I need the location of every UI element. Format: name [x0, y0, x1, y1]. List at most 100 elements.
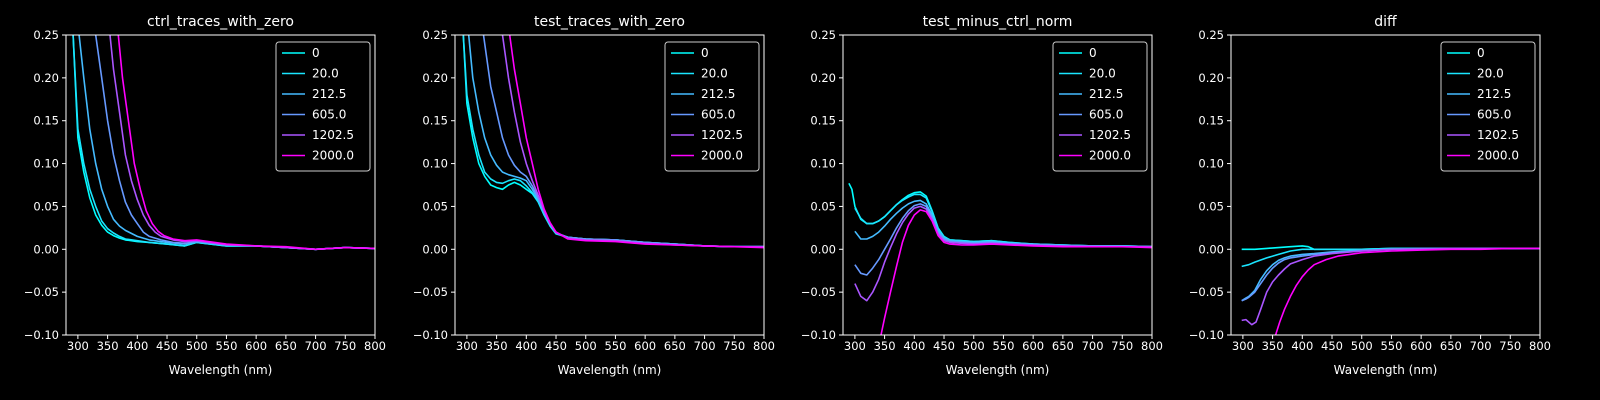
- y-tick-label: 0.10: [1198, 157, 1224, 171]
- legend: 0 20.0 212.5 605.0 1202.5 2000.0: [275, 41, 371, 172]
- chart-panel-test-traces-with-zero: 300 350 400 450 500 550 600 650 700 750 800 −0.10 −0…: [413, 14, 775, 377]
- legend-label: 605.0: [1089, 108, 1123, 122]
- x-tick-label: 300: [844, 339, 866, 353]
- y-tick-label: 0.05: [1198, 199, 1224, 213]
- axes-frame: [842, 34, 1153, 336]
- x-tick-label: 700: [1470, 339, 1492, 353]
- y-tick-label: 0.00: [422, 242, 448, 256]
- y-tick-label: −0.10: [801, 328, 836, 342]
- x-tick-label: 450: [156, 339, 178, 353]
- x-tick-label: 750: [723, 339, 745, 353]
- x-tick-label: 700: [1082, 339, 1104, 353]
- legend-label: 0: [312, 46, 320, 60]
- x-tick-label: 500: [1351, 339, 1373, 353]
- legend-label: 212.5: [701, 87, 735, 101]
- x-tick-label: 800: [1529, 339, 1551, 353]
- y-tick-label: 0.15: [33, 114, 59, 128]
- x-tick-label: 300: [456, 339, 478, 353]
- x-tick-label: 750: [334, 339, 356, 353]
- x-tick-label: 350: [874, 339, 896, 353]
- x-tick-label: 650: [1052, 339, 1074, 353]
- x-tick-label: 750: [1111, 339, 1133, 353]
- series-line-1202.5: [854, 205, 1152, 302]
- x-tick-label: 400: [126, 339, 148, 353]
- legend-label: 605.0: [1477, 108, 1511, 122]
- y-tick-label: 0.25: [810, 28, 836, 42]
- x-tick-label: 800: [1141, 339, 1163, 353]
- y-tick-label: 0.10: [422, 157, 448, 171]
- y-tick-label: 0.05: [810, 199, 836, 213]
- legend-label: 20.0: [701, 67, 728, 81]
- figure-background: [0, 0, 1568, 392]
- y-tick-label: 0.20: [1198, 71, 1224, 85]
- x-tick-label: 600: [245, 339, 267, 353]
- y-tick-label: −0.05: [24, 285, 59, 299]
- x-tick-label: 600: [1022, 339, 1044, 353]
- x-tick-label: 600: [634, 339, 656, 353]
- x-tick-label: 500: [186, 339, 208, 353]
- y-tick-label: −0.10: [1189, 328, 1224, 342]
- y-tick-label: 0.20: [810, 71, 836, 85]
- legend-label: 1202.5: [701, 128, 743, 142]
- x-tick-label: 550: [1380, 339, 1402, 353]
- y-tick-label: 0.00: [810, 242, 836, 256]
- x-tick-label: 800: [364, 339, 386, 353]
- y-tick-label: 0.00: [33, 242, 59, 256]
- series-line-2000.0: [1274, 247, 1540, 335]
- x-axis-label: Wavelength (nm): [558, 363, 662, 377]
- y-tick-label: 0.15: [810, 114, 836, 128]
- chart-title: test_traces_with_zero: [534, 14, 685, 30]
- y-tick-label: 0.15: [1198, 114, 1224, 128]
- y-tick-label: −0.05: [413, 285, 448, 299]
- x-axis-label: Wavelength (nm): [1334, 363, 1438, 377]
- x-tick-label: 400: [515, 339, 537, 353]
- x-tick-label: 450: [1321, 339, 1343, 353]
- legend-label: 2000.0: [312, 149, 354, 163]
- y-tick-label: 0.00: [1198, 242, 1224, 256]
- x-tick-label: 400: [903, 339, 925, 353]
- legend-label: 212.5: [1477, 87, 1511, 101]
- y-tick-label: 0.25: [422, 28, 448, 42]
- legend-label: 2000.0: [701, 149, 743, 163]
- x-tick-label: 500: [575, 339, 597, 353]
- axes-frame: [65, 34, 376, 336]
- series-group: [848, 182, 1152, 335]
- series-line-2000.0: [508, 35, 764, 249]
- legend-label: 2000.0: [1089, 149, 1131, 163]
- legend-label: 212.5: [1089, 87, 1123, 101]
- y-tick-label: −0.05: [801, 285, 836, 299]
- x-tick-label: 300: [1232, 339, 1254, 353]
- legend-label: 1202.5: [312, 128, 354, 142]
- x-tick-label: 800: [753, 339, 775, 353]
- x-tick-label: 750: [1499, 339, 1521, 353]
- series-line-1202.5: [109, 35, 375, 251]
- legend-label: 0: [1477, 46, 1485, 60]
- series-line-212.5: [854, 199, 1152, 248]
- x-tick-label: 700: [694, 339, 716, 353]
- x-tick-label: 350: [1262, 339, 1284, 353]
- axes-frame: [1230, 34, 1541, 336]
- y-tick-label: 0.10: [810, 157, 836, 171]
- x-tick-label: 400: [1291, 339, 1313, 353]
- series-line-1202.5: [1241, 247, 1540, 326]
- y-tick-label: 0.05: [33, 199, 59, 213]
- y-tick-label: 0.10: [33, 157, 59, 171]
- chart-panel-ctrl-traces-with-zero: 300 350 400 450 500 550 600 650 700 750 800 −0.10 −0…: [24, 14, 386, 377]
- x-tick-label: 550: [215, 339, 237, 353]
- x-axis-label: Wavelength (nm): [169, 363, 273, 377]
- x-axis-label: Wavelength (nm): [946, 363, 1050, 377]
- x-tick-label: 350: [486, 339, 508, 353]
- x-tick-label: 600: [1410, 339, 1432, 353]
- chart-title: diff: [1374, 14, 1397, 30]
- legend-label: 605.0: [312, 108, 346, 122]
- legend-label: 1202.5: [1477, 128, 1519, 142]
- legend: 0 20.0 212.5 605.0 1202.5 2000.0: [664, 41, 760, 172]
- y-tick-label: 0.05: [422, 199, 448, 213]
- x-tick-label: 650: [664, 339, 686, 353]
- legend-label: 2000.0: [1477, 149, 1519, 163]
- legend-label: 20.0: [312, 67, 339, 81]
- x-tick-label: 450: [933, 339, 955, 353]
- y-tick-label: 0.25: [1198, 28, 1224, 42]
- legend: 0 20.0 212.5 605.0 1202.5 2000.0: [1052, 41, 1148, 172]
- y-tick-label: −0.05: [1189, 285, 1224, 299]
